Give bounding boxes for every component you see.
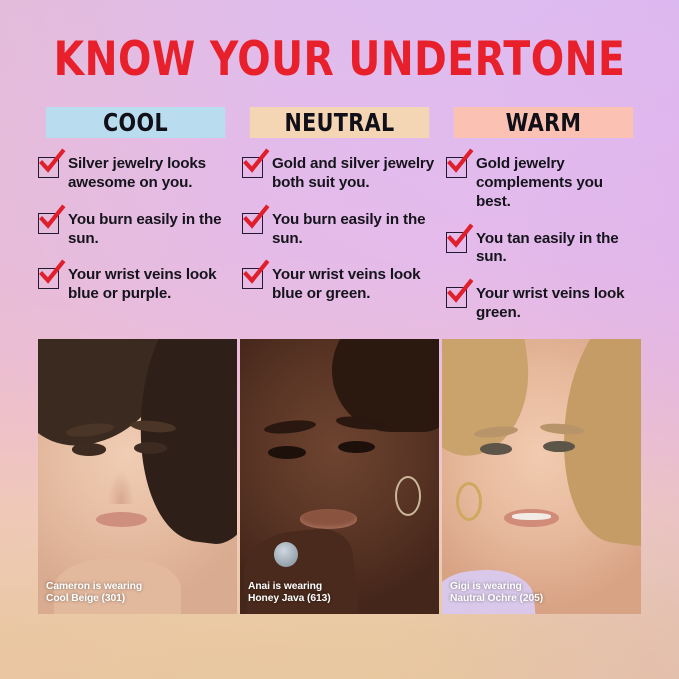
checkmark-icon — [242, 259, 270, 290]
checkmark-icon — [38, 148, 66, 178]
list-item-label: Your wrist veins look blue or purple. — [68, 266, 217, 303]
photo-caption: Gigi is wearing Nautral Ochre (205) — [450, 581, 543, 606]
list-item-label: Silver jewelry looks awesome on you. — [68, 155, 206, 191]
portrait-gigi — [442, 338, 641, 614]
model-photo-neutral: Anai is wearing Honey Java (613) — [240, 338, 439, 614]
list-item[interactable]: Gold jewelry complements you best. — [446, 148, 641, 212]
list-item-label: You burn easily in the sun. — [272, 210, 426, 247]
column-cool: COOL Silver jewelry looks awesome on you… — [38, 107, 233, 323]
caption-line-1: Gigi is wearing — [450, 580, 522, 592]
model-photo-cool: Cameron is wearing Cool Beige (301) — [38, 338, 237, 614]
list-item[interactable]: You burn easily in the sun. — [242, 204, 437, 249]
caption-line-1: Anai is wearing — [248, 580, 323, 592]
checkmark-icon — [446, 148, 474, 178]
list-item[interactable]: Silver jewelry looks awesome on you. — [38, 148, 233, 193]
checkmark-icon — [242, 204, 270, 234]
checkmark-icon — [242, 148, 270, 178]
checkmark-icon — [38, 204, 66, 234]
checkmark-icon — [446, 278, 474, 309]
caption-line-1: Cameron is wearing — [46, 580, 143, 592]
list-item-label: Your wrist veins look blue or green. — [272, 266, 421, 303]
list-item-label: You burn easily in the sun. — [68, 210, 222, 247]
photo-caption: Cameron is wearing Cool Beige (301) — [46, 581, 142, 606]
page-title: KNOW YOUR UNDERTONE — [53, 32, 626, 87]
list-item[interactable]: Your wrist veins look blue or purple. — [38, 259, 233, 304]
checkmark-icon — [38, 259, 66, 290]
list-item-label: Gold and silver jewelry both suit you. — [272, 155, 434, 191]
column-header-neutral: NEUTRAL — [249, 107, 430, 138]
column-neutral: NEUTRAL Gold and silver jewelry both sui… — [242, 107, 437, 323]
portrait-cameron — [38, 338, 237, 614]
column-header-cool: COOL — [45, 107, 226, 138]
list-item[interactable]: Your wrist veins look blue or green. — [242, 259, 437, 304]
list-item[interactable]: You burn easily in the sun. — [38, 204, 233, 249]
model-photos: Cameron is wearing Cool Beige (301) Anai… — [0, 338, 679, 614]
list-item-label: Your wrist veins look green. — [476, 285, 625, 322]
checklist-warm: Gold jewelry complements you best. You t… — [446, 148, 641, 323]
checklist-neutral: Gold and silver jewelry both suit you. Y… — [242, 148, 437, 304]
model-photo-warm: Gigi is wearing Nautral Ochre (205) — [442, 338, 641, 614]
portrait-anai — [240, 338, 439, 614]
caption-line-2: Nautral Ochre (205) — [450, 593, 544, 605]
checkmark-icon — [446, 223, 474, 253]
list-item[interactable]: Your wrist veins look green. — [446, 278, 641, 323]
caption-line-2: Honey Java (613) — [248, 593, 331, 605]
list-item[interactable]: Gold and silver jewelry both suit you. — [242, 148, 437, 193]
undertone-columns: COOL Silver jewelry looks awesome on you… — [0, 83, 679, 323]
checklist-cool: Silver jewelry looks awesome on you. You… — [38, 148, 233, 304]
column-warm: WARM Gold jewelry complements you best. … — [446, 107, 641, 323]
photo-caption: Anai is wearing Honey Java (613) — [248, 581, 331, 606]
list-item[interactable]: You tan easily in the sun. — [446, 223, 641, 268]
caption-line-2: Cool Beige (301) — [46, 593, 126, 605]
list-item-label: You tan easily in the sun. — [476, 229, 619, 266]
list-item-label: Gold jewelry complements you best. — [476, 155, 603, 210]
column-header-warm: WARM — [453, 107, 634, 138]
